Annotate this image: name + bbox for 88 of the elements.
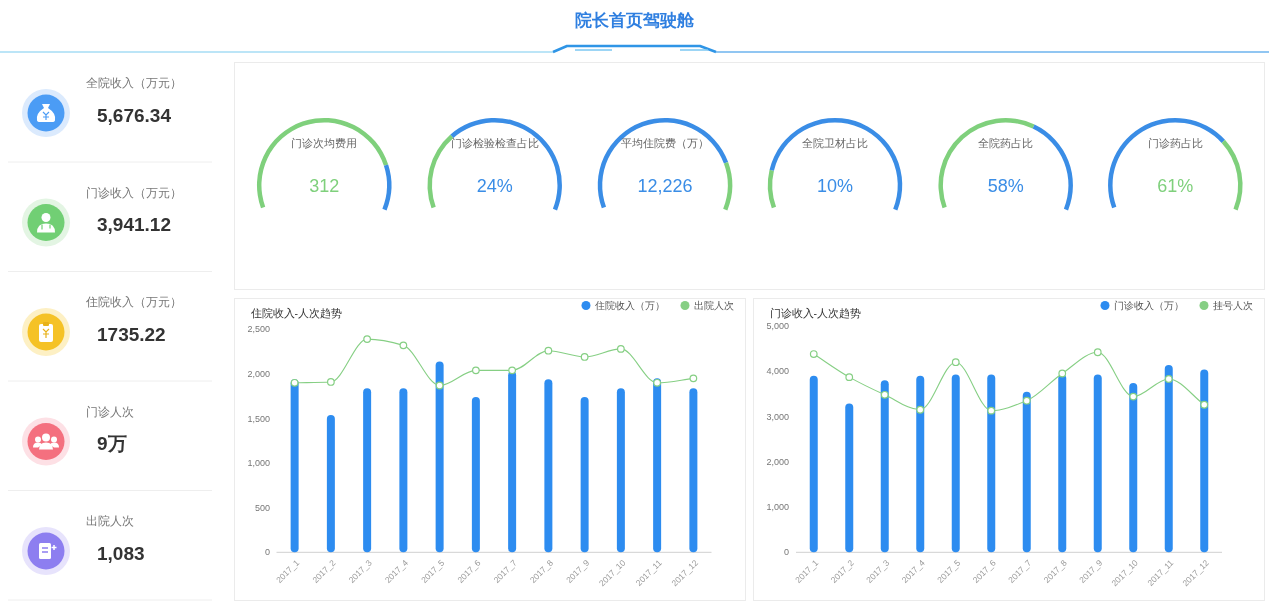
y-tick-label: 0 — [264, 547, 270, 558]
bar — [880, 380, 889, 553]
text: 58% — [987, 176, 1024, 197]
bar — [1093, 374, 1102, 553]
text: 61% — [1157, 176, 1194, 197]
legend-label: 挂号人次 — [1212, 300, 1253, 311]
legend-label: 门诊收入（万） — [1113, 300, 1184, 311]
point — [363, 335, 372, 344]
text: 1735.22 — [97, 323, 166, 345]
point — [689, 374, 698, 383]
bar — [508, 371, 517, 553]
legend-label: 出院人次 — [693, 300, 734, 311]
point — [1058, 369, 1067, 378]
y-tick-label: 1,000 — [247, 458, 270, 469]
bar — [471, 397, 480, 553]
y-tick-label: 2,000 — [247, 368, 270, 379]
text: 出院人次 — [86, 514, 134, 527]
point — [435, 381, 444, 390]
point — [399, 341, 408, 350]
bar — [435, 361, 444, 553]
y-tick-label: 500 — [254, 502, 270, 513]
text: 1,083 — [97, 542, 145, 564]
text: 门诊人次 — [86, 404, 134, 418]
text: 全院卫材占比 — [802, 137, 868, 150]
text: 平均住院费（万） — [621, 137, 709, 150]
point — [1164, 375, 1173, 383]
point — [580, 353, 589, 361]
point — [809, 350, 818, 358]
text: 312 — [309, 176, 340, 197]
bar — [616, 388, 625, 553]
point — [1200, 400, 1209, 409]
point — [508, 366, 517, 375]
bar — [1129, 383, 1138, 553]
y-tick-label: 0 — [783, 547, 789, 558]
bar — [987, 374, 996, 553]
point — [845, 373, 854, 382]
bar — [363, 388, 372, 553]
bar — [1164, 364, 1173, 553]
point — [326, 378, 335, 386]
bar — [916, 375, 925, 553]
text: 住院收入（万元） — [85, 295, 182, 309]
text: 全院收入（万元） — [86, 76, 182, 90]
point — [653, 378, 662, 387]
point — [1129, 392, 1138, 401]
point — [544, 346, 553, 355]
text: 门诊次均费用 — [291, 137, 358, 150]
y-tick-label: 4,000 — [766, 366, 789, 377]
text: 9万 — [97, 433, 127, 454]
legend-label: 住院收入（万） — [594, 300, 665, 311]
point — [916, 405, 925, 414]
chart-title: 门诊收入-人次趋势 — [769, 306, 861, 319]
text: 3,941.12 — [97, 214, 171, 235]
point — [1093, 348, 1102, 357]
text: 24% — [476, 176, 513, 197]
y-tick-label: 3,000 — [766, 411, 789, 422]
text: 10% — [816, 176, 854, 197]
point — [987, 406, 996, 415]
bar — [399, 388, 408, 553]
bar — [544, 379, 553, 553]
bar — [1058, 374, 1067, 553]
bar — [580, 397, 589, 553]
point — [880, 390, 889, 399]
text: 门诊收入（万元） — [86, 185, 182, 200]
bar — [809, 375, 818, 553]
y-tick-label: 5,000 — [766, 321, 789, 331]
point — [1022, 396, 1031, 405]
text: 门诊检验检查占比 — [450, 137, 539, 150]
text: 全院药占比 — [978, 137, 1034, 150]
bar — [845, 403, 854, 553]
text: 5,676.34 — [97, 104, 172, 126]
y-tick-label: 2,500 — [247, 324, 270, 335]
y-tick-label: 1,500 — [247, 413, 270, 424]
y-tick-label: 2,000 — [766, 456, 789, 467]
point — [951, 358, 960, 367]
point — [290, 378, 299, 387]
bar — [653, 378, 662, 553]
text: 12,226 — [637, 176, 693, 197]
point — [471, 366, 480, 375]
text: 门诊药占比 — [1147, 137, 1203, 150]
y-tick-label: 1,000 — [766, 502, 789, 513]
bar — [1022, 391, 1031, 553]
bar — [951, 374, 960, 553]
text: 院长首页驾驶舱 — [575, 10, 695, 30]
point — [616, 345, 625, 353]
bar — [1200, 369, 1209, 553]
chart-title: 住院收入-人次趋势 — [250, 306, 342, 319]
bar — [326, 414, 335, 553]
bar — [689, 388, 698, 553]
